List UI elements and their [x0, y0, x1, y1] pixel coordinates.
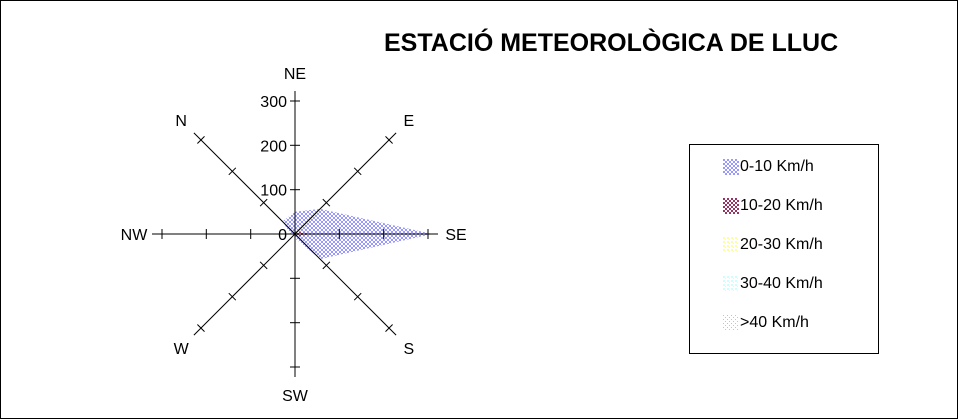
direction-label-w: W — [174, 341, 190, 358]
legend-label: 20-30 Km/h — [740, 236, 823, 253]
legend-swatch — [723, 159, 739, 175]
radial-tick-label: 200 — [260, 138, 287, 155]
direction-label-sw: SW — [282, 388, 309, 405]
axis-s — [294, 233, 397, 336]
direction-label-nw: NW — [121, 227, 149, 244]
label-layer: NE E SE S SW W NW N 0 100 200 300 — [121, 66, 467, 405]
tick-mark — [353, 167, 362, 176]
axis-layer — [152, 91, 438, 377]
legend-swatch — [723, 237, 739, 253]
legend-entry: >40 Km/h — [723, 313, 809, 333]
legend-entry: 0-10 Km/h — [723, 157, 814, 177]
legend-entry: 30-40 Km/h — [723, 274, 823, 294]
direction-label-ne: NE — [284, 66, 306, 83]
legend-entry: 10-20 Km/h — [723, 196, 823, 216]
legend-entry: 20-30 Km/h — [723, 235, 823, 255]
axis-w — [193, 233, 296, 336]
tick-mark — [259, 261, 268, 270]
tick-mark — [228, 167, 237, 176]
direction-label-n: N — [175, 113, 187, 130]
direction-label-s: S — [403, 341, 414, 358]
legend-label: >40 Km/h — [740, 314, 809, 331]
tick-mark — [385, 324, 393, 332]
tick-mark — [353, 292, 362, 301]
legend-label: 30-40 Km/h — [740, 275, 823, 292]
tick-mark — [197, 324, 205, 332]
chart-title: ESTACIÓ METEOROLÒGICA DE LLUC — [384, 29, 839, 57]
legend-swatch — [723, 276, 739, 292]
legend: 0-10 Km/h 10-20 Km/h 20-30 Km/h 30-40 Km/h >… — [689, 144, 879, 354]
tick-mark — [197, 136, 205, 144]
tick-mark — [385, 136, 393, 144]
legend-label: 10-20 Km/h — [740, 197, 823, 214]
legend-label: 0-10 Km/h — [740, 158, 814, 175]
radial-tick-label: 100 — [260, 183, 287, 200]
legend-swatch — [723, 315, 739, 331]
radial-tick-label: 300 — [260, 94, 287, 111]
direction-label-se: SE — [445, 227, 466, 244]
radial-tick-label: 0 — [278, 227, 287, 244]
tick-mark — [259, 198, 268, 207]
legend-swatch — [723, 198, 739, 214]
axis-e — [294, 132, 397, 235]
tick-mark — [322, 198, 331, 207]
direction-label-e: E — [403, 113, 414, 130]
tick-mark — [322, 261, 331, 270]
axis-n — [193, 132, 296, 235]
tick-mark — [228, 292, 237, 301]
